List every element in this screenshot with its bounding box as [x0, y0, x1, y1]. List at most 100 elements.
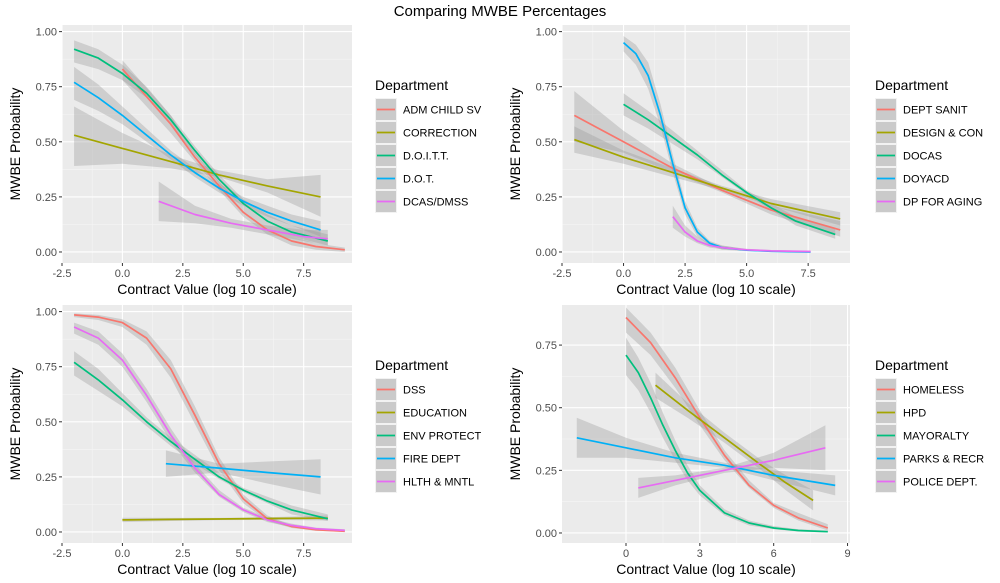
- ci-band-mayoralty: [626, 337, 828, 533]
- series-line-docas: [623, 103, 836, 236]
- x-tick-label: 2.5: [175, 268, 190, 280]
- y-tick-label: 0.75: [36, 82, 57, 94]
- y-tick-label: 1.00: [536, 27, 557, 39]
- series-line-parks-recr: [576, 436, 836, 487]
- legend-label-dss: DSS: [403, 385, 426, 397]
- legend-label-doyacd: DOYACD: [903, 174, 949, 186]
- y-tick-label: 1.00: [36, 307, 57, 319]
- x-axis-title: Contract Value (log 10 scale): [117, 561, 297, 577]
- panel-bottom-left: -2.5 0.0 2.5 5.0 7.5 0.00 0.25 0.50 0.75 1.00 Cont…: [7, 305, 482, 577]
- y-tick-label: 0.75: [536, 82, 557, 94]
- x-tick-label: 3: [697, 548, 703, 560]
- y-tick-label: 0.25: [536, 465, 557, 477]
- panel-top-right: -2.5 0.0 2.5 5.0 7.5 0.00 0.25 0.50 0.75 1.00 Cont…: [507, 25, 983, 297]
- series-lines: [576, 316, 836, 533]
- y-tick-label: 0.00: [36, 527, 57, 539]
- series-line-d-o-t: [73, 81, 321, 231]
- legend: Department DSS EDUCATION ENV PROTECT FIRE DE…: [375, 357, 482, 493]
- legend-label-d-o-i-t-t: D.O.I.T.T.: [403, 151, 449, 163]
- axes: 0 3 6 9 0.00 0.25 0.50 0.75: [536, 340, 851, 560]
- legend-label-correction: CORRECTION: [403, 128, 477, 140]
- x-tick-label: 0.0: [616, 268, 631, 280]
- axes: -2.5 0.0 2.5 5.0 7.5 0.00 0.25 0.50 0.75 1.00: [536, 27, 816, 280]
- x-tick-label: 2.5: [677, 268, 692, 280]
- y-tick-label: 0.25: [36, 192, 57, 204]
- legend-label-homeless: HOMELESS: [903, 385, 964, 397]
- x-tick-label: 7.5: [801, 268, 816, 280]
- y-axis-title: MWBE Probability: [507, 368, 523, 481]
- legend-label-education: EDUCATION: [403, 408, 467, 420]
- y-tick-label: 0.00: [536, 528, 557, 540]
- legend-label-parks-recr: PARKS & RECR: [903, 454, 984, 466]
- y-tick-label: 0.50: [536, 403, 557, 415]
- x-tick-label: 5.0: [739, 268, 754, 280]
- series-line-hlth-mntl: [73, 326, 345, 532]
- legend-title: Department: [875, 357, 948, 373]
- y-tick-label: 0.75: [36, 362, 57, 374]
- x-tick-label: -2.5: [53, 268, 72, 280]
- legend: Department HOMELESS HPD MAYORALTY PARKS & RE…: [875, 357, 984, 493]
- legend-title: Department: [375, 357, 448, 373]
- y-tick-label: 0.25: [536, 192, 557, 204]
- gridlines: [61, 25, 352, 263]
- x-axis-title: Contract Value (log 10 scale): [616, 561, 796, 577]
- series-line-dp-for-aging: [672, 216, 811, 253]
- panel-top-left: -2.5 0.0 2.5 5.0 7.5 0.00 0.25 0.50 0.75 1.00 Cont…: [7, 25, 482, 297]
- legend-label-env-protect: ENV PROTECT: [403, 431, 482, 443]
- series-lines: [73, 314, 345, 533]
- panel-bottom-right: 0 3 6 9 0.00 0.25 0.50 0.75 Contract Value (log …: [507, 305, 984, 577]
- ci-band-doyacd: [623, 36, 811, 252]
- x-tick-label: 9: [844, 548, 850, 560]
- ci-band-docas: [623, 93, 836, 239]
- x-tick-label: 0.0: [115, 268, 130, 280]
- ci-band-police-dept: [638, 425, 826, 498]
- ci-band-homeless: [626, 307, 828, 531]
- series-line-d-o-i-t-t: [73, 48, 329, 242]
- series-line-hpd: [654, 384, 814, 502]
- legend-label-dp-for-aging: DP FOR AGING: [903, 197, 982, 209]
- ci-band-parks-recr: [576, 417, 836, 496]
- series-line-mayoralty: [625, 354, 828, 533]
- y-tick-label: 0.50: [36, 137, 57, 149]
- x-tick-label: 7.5: [296, 268, 311, 280]
- legend-title: Department: [375, 77, 448, 93]
- y-tick-label: 0.25: [36, 472, 57, 484]
- x-tick-label: 7.5: [296, 548, 311, 560]
- legend-label-dcas-dmss: DCAS/DMSS: [403, 197, 468, 209]
- x-axis-title: Contract Value (log 10 scale): [117, 281, 297, 297]
- ci-band-hlth-mntl: [74, 322, 345, 532]
- series-line-correction: [73, 134, 321, 198]
- figure-title: Comparing MWBE Percentages: [393, 3, 607, 20]
- series-line-adm-child-sv: [121, 68, 345, 251]
- y-axis-title: MWBE Probability: [7, 88, 23, 201]
- y-tick-label: 0.50: [36, 417, 57, 429]
- legend-label-docas: DOCAS: [903, 151, 942, 163]
- legend: Department DEPT SANIT DESIGN & CON DOCAS DOY…: [875, 77, 983, 213]
- x-tick-label: 6: [771, 548, 777, 560]
- legend-label-d-o-t: D.O.T.: [403, 174, 434, 186]
- x-axis-title: Contract Value (log 10 scale): [616, 281, 796, 297]
- series-line-education: [122, 517, 328, 521]
- legend-label-hlth-mntl: HLTH & MNTL: [403, 477, 474, 489]
- series-line-dss: [74, 314, 345, 533]
- legend-title: Department: [875, 77, 948, 93]
- series-lines: [73, 48, 345, 251]
- legend-label-dept-sanit: DEPT SANIT: [903, 105, 968, 117]
- series-line-design-con: [574, 138, 841, 220]
- axes: -2.5 0.0 2.5 5.0 7.5 0.00 0.25 0.50 0.75 1.00: [36, 307, 312, 560]
- gridlines: [61, 305, 352, 543]
- x-tick-label: 0.0: [115, 548, 130, 560]
- legend-label-fire-dept: FIRE DEPT: [403, 454, 461, 466]
- y-axis-title: MWBE Probability: [7, 368, 23, 481]
- series-line-police-dept: [638, 446, 826, 489]
- y-tick-label: 1.00: [36, 27, 57, 39]
- axes: -2.5 0.0 2.5 5.0 7.5 0.00 0.25 0.50 0.75 1.00: [36, 27, 312, 280]
- ci-band-design-con: [574, 126, 841, 226]
- legend-label-design-con: DESIGN & CON: [903, 128, 983, 140]
- ci-band-correction: [74, 106, 321, 217]
- legend-label-hpd: HPD: [903, 408, 926, 420]
- ci-band-d-o-t: [74, 66, 321, 237]
- series-line-homeless: [625, 316, 829, 529]
- y-tick-label: 0.50: [536, 137, 557, 149]
- legend: Department ADM CHILD SV CORRECTION D.O.I.T.…: [375, 77, 482, 213]
